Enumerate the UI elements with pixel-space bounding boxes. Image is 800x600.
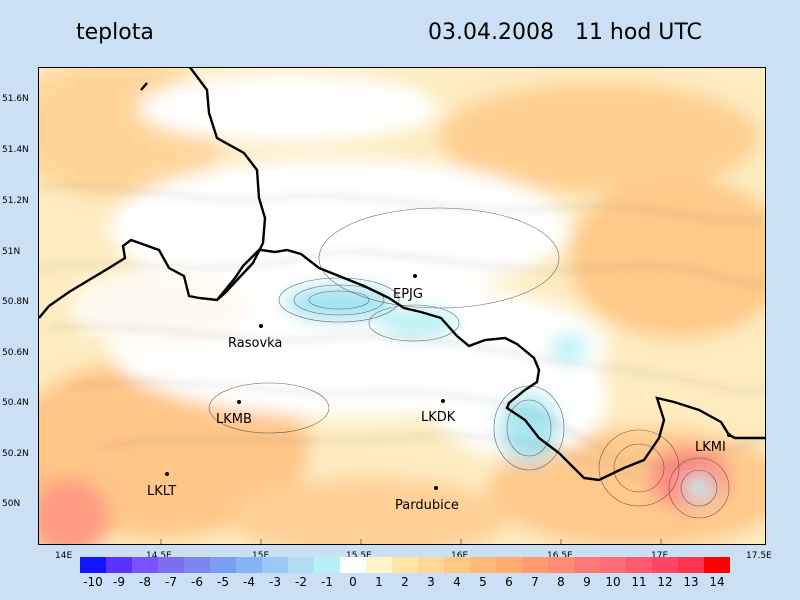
- legend-swatch: [262, 557, 288, 573]
- legend-label: -7: [165, 575, 177, 589]
- legend-label: 5: [479, 575, 487, 589]
- legend-swatch: [132, 557, 158, 573]
- station-dot-lklt: [165, 472, 169, 476]
- map-title: teplota: [76, 20, 154, 45]
- lon-label: 14E: [55, 551, 73, 561]
- legend-swatch: [340, 557, 366, 573]
- contour-lines-detail: [208, 207, 730, 519]
- legend-swatch: [704, 557, 730, 573]
- legend-label: 8: [557, 575, 565, 589]
- legend-label: 12: [657, 575, 673, 589]
- legend-swatch: [314, 557, 340, 573]
- legend-swatch: [158, 557, 184, 573]
- station-dot-pardubice: [434, 486, 438, 490]
- legend-label: 14: [709, 575, 725, 589]
- legend-label: -5: [217, 575, 229, 589]
- country-borders: [38, 65, 765, 482]
- legend-swatch: [366, 557, 392, 573]
- lat-label: 51.6N: [2, 94, 29, 104]
- lon-label: 17.5E: [746, 551, 772, 561]
- legend-swatch: [392, 557, 418, 573]
- lon-label: 14.5E: [146, 551, 172, 561]
- contour-lines: [38, 185, 766, 479]
- legend-swatch: [626, 557, 652, 573]
- station-lkmi: LKMI: [695, 440, 726, 455]
- lon-label: 17E: [651, 551, 669, 561]
- legend-label: -9: [113, 575, 125, 589]
- station-dot-lkdk: [441, 399, 445, 403]
- legend-swatch: [470, 557, 496, 573]
- station-dot-lkmb: [237, 400, 241, 404]
- station-lklt: LKLT: [147, 484, 176, 499]
- legend-swatch: [522, 557, 548, 573]
- legend-swatch: [574, 557, 600, 573]
- legend-label: -6: [191, 575, 203, 589]
- legend-swatch: [210, 557, 236, 573]
- legend-swatch: [288, 557, 314, 573]
- lon-label: 15E: [252, 551, 270, 561]
- legend-swatch: [652, 557, 678, 573]
- legend-swatch: [600, 557, 626, 573]
- station-pardubice: Pardubice: [395, 498, 459, 513]
- legend-label: -3: [269, 575, 281, 589]
- station-lkmb: LKMB: [216, 412, 252, 427]
- lon-label: 15.5E: [346, 551, 372, 561]
- map-datetime: 03.04.2008 11 hod UTC: [428, 20, 702, 45]
- legend-label: 3: [427, 575, 435, 589]
- legend-label: 9: [583, 575, 591, 589]
- station-lkdk: LKDK: [421, 410, 456, 425]
- legend-label: 4: [453, 575, 461, 589]
- legend-label: -10: [83, 575, 103, 589]
- lat-label: 51.2N: [2, 196, 29, 206]
- border-fragment: [140, 82, 148, 91]
- legend-swatch: [678, 557, 704, 573]
- grid-ticks: [160, 539, 662, 544]
- legend-label: 0: [349, 575, 357, 589]
- lat-label: 50.4N: [2, 398, 29, 408]
- legend-swatch: [444, 557, 470, 573]
- lon-label: 16E: [451, 551, 469, 561]
- legend-swatch: [184, 557, 210, 573]
- legend-swatch: [496, 557, 522, 573]
- lat-label: 50.6N: [2, 348, 29, 358]
- legend-label: -4: [243, 575, 255, 589]
- legend-swatch: [106, 557, 132, 573]
- lat-label: 51N: [2, 247, 21, 257]
- station-dot-lkmi: [727, 433, 731, 437]
- station-dot-epjg: [413, 274, 417, 278]
- legend-label: 11: [631, 575, 647, 589]
- legend-label: 13: [683, 575, 699, 589]
- legend-swatch: [548, 557, 574, 573]
- station-epjg: EPJG: [393, 287, 423, 302]
- stations: EPJG Rasovka LKMB LKDK LKMI LKLT Pardubi…: [147, 274, 731, 513]
- station-dot-rasovka: [259, 324, 263, 328]
- map-svg: EPJG Rasovka LKMB LKDK LKMI LKLT Pardubi…: [9, 58, 789, 558]
- legend-label: -8: [139, 575, 151, 589]
- legend-label: 1: [375, 575, 383, 589]
- color-legend: [80, 557, 730, 573]
- temperature-map: EPJG Rasovka LKMB LKDK LKMI LKLT Pardubi…: [9, 58, 789, 558]
- legend-label: 10: [605, 575, 621, 589]
- lat-label: 50.8N: [2, 297, 29, 307]
- legend-label: 7: [531, 575, 539, 589]
- legend-label: -1: [321, 575, 333, 589]
- legend-label: 6: [505, 575, 513, 589]
- lat-label: 51.4N: [2, 145, 29, 155]
- lat-label: 50.2N: [2, 449, 29, 459]
- lon-label: 16.5E: [547, 551, 573, 561]
- legend-swatch: [236, 557, 262, 573]
- legend-swatch: [418, 557, 444, 573]
- legend-swatch: [80, 557, 106, 573]
- lat-label: 50N: [2, 499, 21, 509]
- legend-label: 2: [401, 575, 409, 589]
- station-rasovka: Rasovka: [228, 336, 282, 351]
- legend-label: -2: [295, 575, 307, 589]
